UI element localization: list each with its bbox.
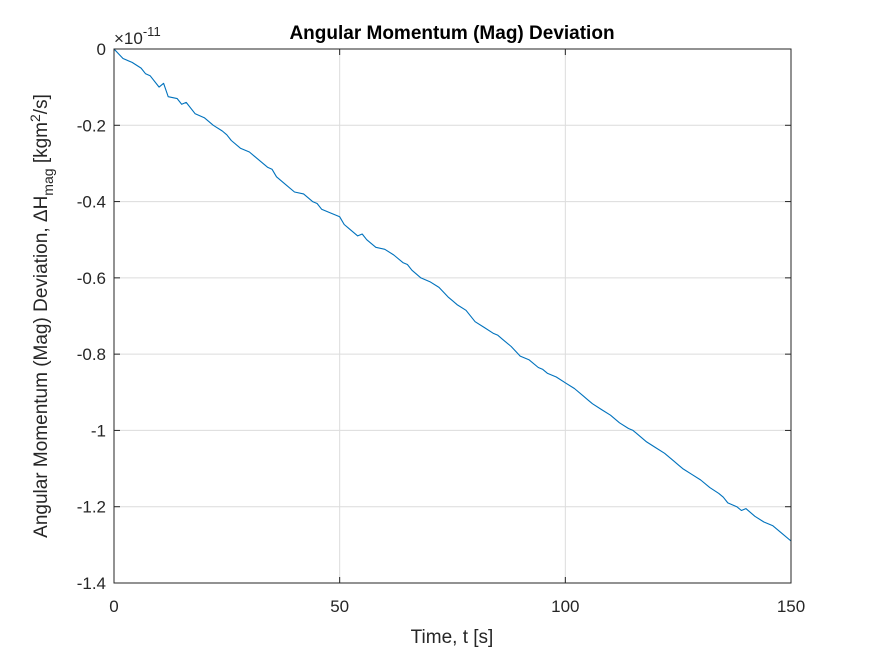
y-tick-label: -1 [91,421,106,440]
tick-marks [113,48,792,584]
y-label-unit-open: [kgm [31,122,52,168]
x-tick-label: 50 [330,597,349,616]
y-tick-label: -0.2 [77,116,106,135]
axes-box [113,48,792,584]
chart-title: Angular Momentum (Mag) Deviation [289,23,614,44]
y-label-symbol: H [31,196,52,210]
series-line [113,48,792,542]
y-tick-label: 0 [97,40,106,59]
y-tick-labels: 0 -0.2 -0.4 -0.6 -0.8 -1 -1.2 -1.4 [77,40,106,593]
y-tick-label: -0.4 [77,193,106,212]
plot-area [114,49,791,583]
x-tick-label: 100 [551,597,579,616]
grid-lines [114,49,791,583]
y-label-prefix: Angular Momentum (Mag) Deviation, [31,222,52,538]
y-label-unit-sup: 2 [27,114,43,122]
y-label-delta: Δ [31,209,52,222]
y-exponent-base: ×10 [114,29,143,48]
x-axis-label: Time, t [s] [411,627,494,648]
y-axis-label: Angular Momentum (Mag) Deviation, ΔHmag … [27,94,56,538]
x-tick-label: 0 [109,597,118,616]
y-tick-label: -1.4 [77,574,106,593]
y-tick-label: -0.8 [77,345,106,364]
x-tick-labels: 0 50 100 150 [109,597,805,616]
y-tick-label: -1.2 [77,498,106,517]
y-exponent-label: ×10-11 [114,24,161,48]
y-tick-label: -0.6 [77,269,106,288]
y-label-subscript: mag [40,168,56,195]
y-exponent-power: -11 [143,24,161,39]
x-tick-label: 150 [777,597,805,616]
y-label-unit-close: /s] [31,94,52,114]
data-series [113,48,792,542]
